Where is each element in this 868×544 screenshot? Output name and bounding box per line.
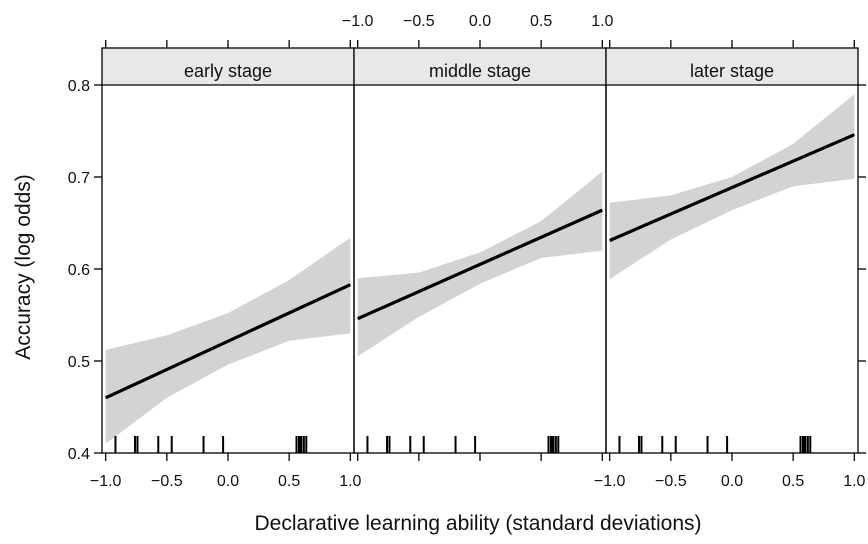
strip-background — [606, 48, 858, 85]
panels-layer: early stage middle stage later stage — [101, 47, 859, 454]
x-tick-label: 0.5 — [278, 473, 300, 490]
axes-layer: 0.4 0.5 0.6 0.7 0.8 −1.0 −0.5 0.0 0.5 1.0 −1.0 −0.5… — [68, 13, 866, 490]
x-tick-label: 1.0 — [843, 473, 865, 490]
x-tick-label: 0.0 — [217, 473, 239, 490]
fitted-line — [104, 283, 352, 400]
x-tick-label: −0.5 — [151, 473, 183, 490]
y-tick-label: 0.5 — [68, 354, 90, 371]
fitted-line — [357, 208, 603, 321]
x-tick-label: −1.0 — [90, 473, 122, 490]
x-tick-label: −0.5 — [403, 13, 435, 30]
y-tick-label: 0.8 — [68, 78, 90, 95]
x-tick-label: 0.5 — [782, 473, 804, 490]
strip-label: early stage — [184, 61, 272, 81]
strip-background — [102, 48, 354, 85]
strip-label: middle stage — [429, 61, 531, 81]
panel-2: middle stage — [353, 47, 607, 454]
x-tick-label: 1.0 — [339, 473, 361, 490]
fitted-line — [609, 133, 855, 242]
panel-3: later stage — [605, 47, 859, 454]
x-tick-label: −1.0 — [342, 13, 374, 30]
strip-label: later stage — [690, 61, 774, 81]
x-tick-label: 0.0 — [721, 473, 743, 490]
x-axis-title: Declarative learning ability (standard d… — [254, 512, 701, 535]
y-tick-label: 0.7 — [68, 170, 90, 187]
strip-background — [354, 48, 606, 85]
y-tick-label: 0.4 — [68, 446, 90, 463]
panel-1: early stage — [101, 47, 355, 454]
x-tick-label: 1.0 — [591, 13, 613, 30]
y-tick-label: 0.6 — [68, 262, 90, 279]
x-tick-label: 0.0 — [469, 13, 491, 30]
x-tick-label: −0.5 — [655, 473, 687, 490]
x-tick-label: −1.0 — [594, 473, 626, 490]
x-tick-label: 0.5 — [530, 13, 552, 30]
y-axis-title: Accuracy (log odds) — [12, 174, 35, 360]
